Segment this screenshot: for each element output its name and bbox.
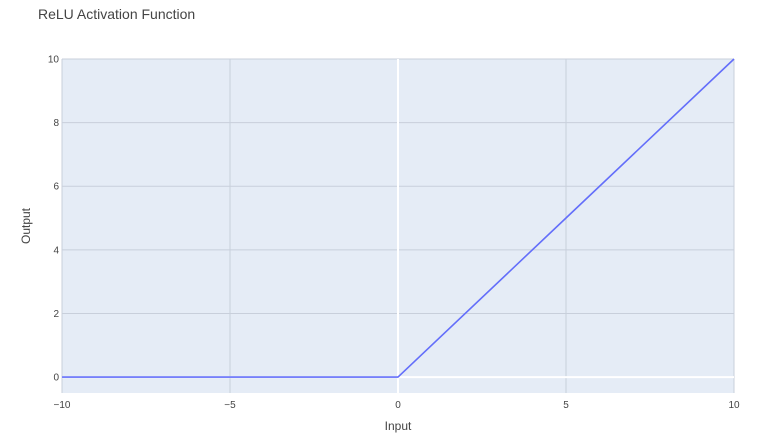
y-tick-label: 4 xyxy=(53,245,59,256)
y-tick-label: 0 xyxy=(53,373,59,384)
y-axis-ticks: 0 2 4 6 8 10 xyxy=(48,55,60,384)
chart-title: ReLU Activation Function xyxy=(38,6,195,22)
series-layer xyxy=(62,58,735,378)
y-tick-label: 10 xyxy=(48,55,60,66)
y-tick-label: 6 xyxy=(53,182,59,193)
y-tick-label: 2 xyxy=(53,309,59,320)
x-axis-title: Input xyxy=(385,419,412,433)
x-tick-label: 5 xyxy=(563,400,569,411)
x-tick-label: −10 xyxy=(54,400,71,411)
relu-series-line xyxy=(62,58,735,378)
x-tick-label: 0 xyxy=(395,400,401,411)
x-tick-label: 10 xyxy=(728,400,740,411)
x-tick-label: −5 xyxy=(224,400,236,411)
y-tick-label: 8 xyxy=(53,118,59,129)
y-axis-title: Output xyxy=(19,207,33,244)
x-axis-ticks: −10 −5 0 5 10 xyxy=(54,400,740,411)
